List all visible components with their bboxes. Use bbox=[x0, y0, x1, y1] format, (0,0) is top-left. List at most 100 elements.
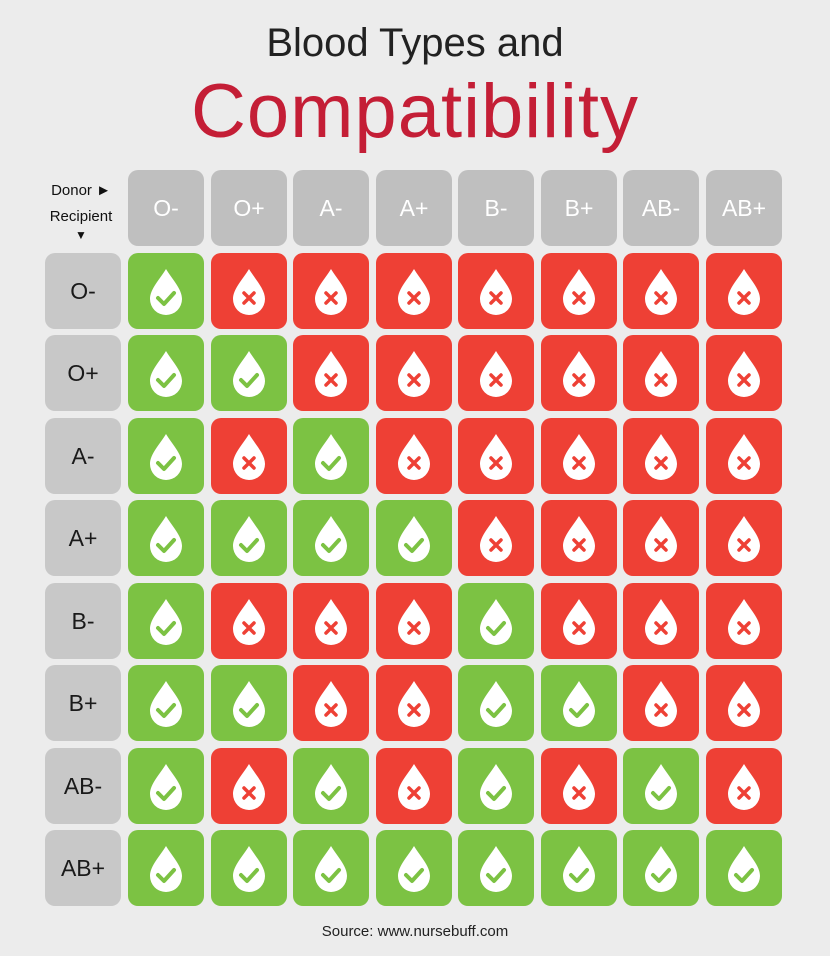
donor-header: B+ bbox=[541, 170, 617, 246]
incompatible-cell bbox=[293, 335, 369, 411]
drop-cross-icon bbox=[315, 681, 347, 727]
drop-check-icon bbox=[398, 846, 430, 892]
drop-check-icon bbox=[150, 681, 182, 727]
compatible-cell bbox=[458, 830, 534, 906]
drop-check-icon bbox=[150, 434, 182, 480]
incompatible-cell bbox=[293, 253, 369, 329]
compatible-cell bbox=[293, 418, 369, 494]
drop-cross-icon bbox=[563, 434, 595, 480]
incompatible-cell bbox=[706, 500, 782, 576]
compatible-cell bbox=[706, 830, 782, 906]
drop-cross-icon bbox=[315, 599, 347, 645]
compatible-cell bbox=[376, 500, 452, 576]
incompatible-cell bbox=[376, 748, 452, 824]
incompatible-cell bbox=[623, 583, 699, 659]
title-line-1: Blood Types and bbox=[266, 21, 564, 65]
drop-cross-icon bbox=[480, 269, 512, 315]
donor-header: A+ bbox=[376, 170, 452, 246]
incompatible-cell bbox=[541, 418, 617, 494]
drop-check-icon bbox=[233, 846, 265, 892]
donor-header: AB- bbox=[623, 170, 699, 246]
drop-check-icon bbox=[480, 681, 512, 727]
drop-check-icon bbox=[728, 846, 760, 892]
source-credit: Source: www.nursebuff.com bbox=[321, 923, 509, 940]
donor-header: O- bbox=[128, 170, 204, 246]
drop-cross-icon bbox=[398, 351, 430, 397]
recipient-header: A- bbox=[45, 418, 121, 494]
incompatible-cell bbox=[458, 418, 534, 494]
drop-cross-icon bbox=[728, 434, 760, 480]
drop-check-icon bbox=[233, 516, 265, 562]
drop-check-icon bbox=[315, 434, 347, 480]
compatible-cell bbox=[458, 583, 534, 659]
drop-cross-icon bbox=[233, 434, 265, 480]
compatible-cell bbox=[128, 335, 204, 411]
incompatible-cell bbox=[458, 335, 534, 411]
drop-check-icon bbox=[480, 846, 512, 892]
drop-cross-icon bbox=[645, 434, 677, 480]
drop-cross-icon bbox=[645, 599, 677, 645]
drop-cross-icon bbox=[728, 269, 760, 315]
compatible-cell bbox=[128, 830, 204, 906]
compatible-cell bbox=[128, 253, 204, 329]
compatible-cell bbox=[128, 500, 204, 576]
donor-header: O+ bbox=[211, 170, 287, 246]
incompatible-cell bbox=[706, 665, 782, 741]
drop-cross-icon bbox=[315, 351, 347, 397]
drop-cross-icon bbox=[480, 351, 512, 397]
drop-check-icon bbox=[315, 764, 347, 810]
drop-check-icon bbox=[645, 764, 677, 810]
drop-check-icon bbox=[150, 599, 182, 645]
drop-cross-icon bbox=[728, 351, 760, 397]
drop-check-icon bbox=[645, 846, 677, 892]
drop-check-icon bbox=[315, 846, 347, 892]
compatible-cell bbox=[458, 748, 534, 824]
incompatible-cell bbox=[706, 418, 782, 494]
incompatible-cell bbox=[706, 583, 782, 659]
drop-cross-icon bbox=[398, 269, 430, 315]
incompatible-cell bbox=[211, 748, 287, 824]
drop-cross-icon bbox=[563, 269, 595, 315]
drop-cross-icon bbox=[233, 764, 265, 810]
drop-check-icon bbox=[563, 681, 595, 727]
incompatible-cell bbox=[376, 583, 452, 659]
compatible-cell bbox=[211, 830, 287, 906]
incompatible-cell bbox=[293, 665, 369, 741]
incompatible-cell bbox=[376, 418, 452, 494]
drop-check-icon bbox=[150, 516, 182, 562]
incompatible-cell bbox=[623, 253, 699, 329]
compatible-cell bbox=[211, 335, 287, 411]
drop-cross-icon bbox=[563, 516, 595, 562]
incompatible-cell bbox=[541, 500, 617, 576]
incompatible-cell bbox=[541, 253, 617, 329]
drop-cross-icon bbox=[398, 681, 430, 727]
incompatible-cell bbox=[706, 748, 782, 824]
drop-check-icon bbox=[150, 351, 182, 397]
compatible-cell bbox=[293, 748, 369, 824]
compatible-cell bbox=[128, 418, 204, 494]
donor-header: A- bbox=[293, 170, 369, 246]
compatible-cell bbox=[128, 748, 204, 824]
incompatible-cell bbox=[623, 500, 699, 576]
compatible-cell bbox=[541, 665, 617, 741]
compatible-cell bbox=[458, 665, 534, 741]
recipient-header: B- bbox=[45, 583, 121, 659]
drop-cross-icon bbox=[233, 599, 265, 645]
recipient-header: A+ bbox=[45, 500, 121, 576]
incompatible-cell bbox=[623, 335, 699, 411]
compatible-cell bbox=[211, 665, 287, 741]
compatible-cell bbox=[293, 830, 369, 906]
drop-check-icon bbox=[480, 764, 512, 810]
drop-check-icon bbox=[480, 599, 512, 645]
incompatible-cell bbox=[706, 253, 782, 329]
drop-cross-icon bbox=[398, 434, 430, 480]
drop-cross-icon bbox=[398, 764, 430, 810]
recipient-axis-label: Recipient bbox=[49, 208, 113, 225]
donor-axis-label: Donor ► bbox=[51, 182, 111, 199]
incompatible-cell bbox=[211, 583, 287, 659]
recipient-header: O- bbox=[45, 253, 121, 329]
incompatible-cell bbox=[623, 418, 699, 494]
incompatible-cell bbox=[541, 335, 617, 411]
drop-cross-icon bbox=[480, 434, 512, 480]
incompatible-cell bbox=[376, 335, 452, 411]
